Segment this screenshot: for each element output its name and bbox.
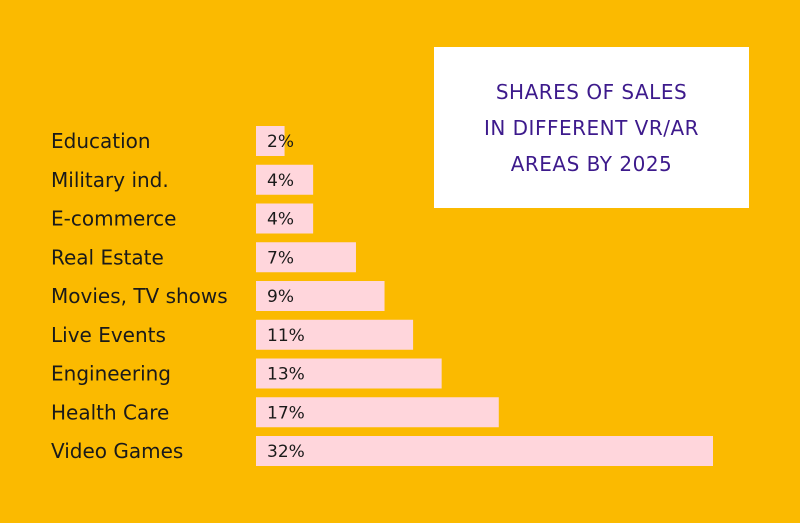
value-label: 13%: [267, 365, 305, 385]
title-line-2: IN DIFFERENT VR/AR: [483, 115, 700, 140]
value-label: 4%: [267, 171, 294, 191]
category-label: Movies, TV shows: [51, 284, 228, 308]
bar: [256, 242, 356, 273]
category-label: Engineering: [51, 362, 171, 386]
value-label: 4%: [267, 210, 294, 230]
bar: [256, 164, 314, 195]
title-line-3: AREAS BY 2025: [510, 151, 673, 176]
bar: [256, 319, 414, 350]
value-label: 17%: [267, 403, 305, 423]
chart-title: SHARES OF SALES IN DIFFERENT VR/AR AREAS…: [484, 74, 699, 182]
bar: [256, 358, 442, 389]
category-label: Live Events: [51, 323, 166, 347]
category-label: Education: [51, 129, 151, 153]
bar: [256, 281, 385, 311]
value-label: 7%: [267, 248, 294, 268]
category-label: Real Estate: [51, 245, 164, 269]
category-label: Video Games: [51, 439, 183, 463]
value-label: 11%: [267, 326, 305, 346]
bar: [256, 436, 713, 466]
value-label: 9%: [267, 287, 294, 307]
bar: [256, 126, 285, 156]
title-box: SHARES OF SALES IN DIFFERENT VR/AR AREAS…: [434, 47, 749, 208]
value-label: 2%: [267, 132, 294, 152]
bar: [256, 397, 499, 428]
value-label: 32%: [267, 442, 305, 462]
title-line-1: SHARES OF SALES: [495, 79, 688, 104]
bar: [256, 203, 314, 234]
category-label: Military ind.: [51, 168, 169, 192]
category-label: Health Care: [51, 400, 169, 424]
category-label: E-commerce: [51, 207, 176, 231]
